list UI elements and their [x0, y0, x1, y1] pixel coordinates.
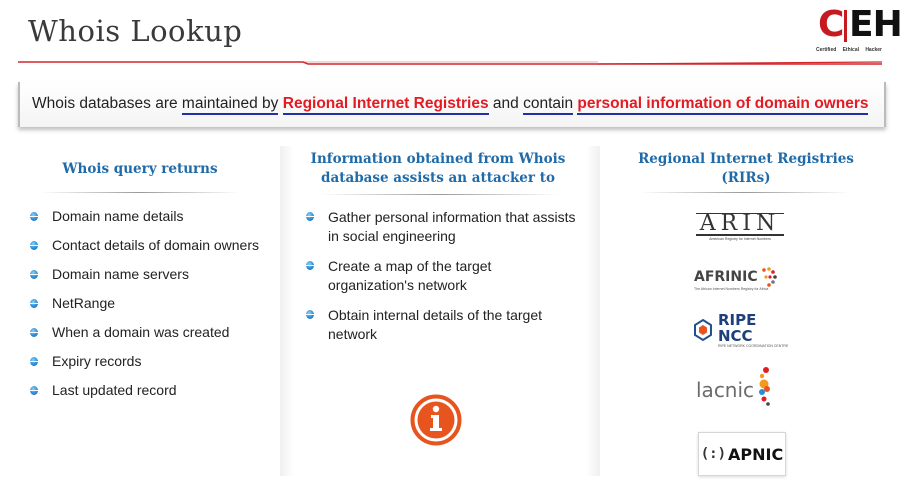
- ripe-hexagon-icon: [693, 318, 712, 342]
- list-item-text: Expiry records: [52, 353, 142, 369]
- lacnic-dots-icon: [759, 367, 771, 406]
- logo-letter-c: C: [818, 4, 845, 45]
- list-item: Gather personal information that assists…: [304, 208, 594, 246]
- arin-wordmark: ARIN: [695, 213, 785, 236]
- header-divider: [18, 61, 882, 65]
- logo-sub-2: Ethical: [842, 47, 859, 53]
- ripe-tagline: RIPE NETWORK COORDINATION CENTRE: [717, 344, 789, 348]
- column-separator-left: [280, 146, 294, 476]
- logo-bar: [844, 10, 847, 42]
- logo-sub-1: Certified: [816, 47, 837, 53]
- summary-part: Whois databases are: [32, 95, 182, 112]
- apnic-wordmark: APNIC: [728, 444, 784, 464]
- bullet-icon: [30, 299, 38, 308]
- bullet-icon: [30, 357, 38, 366]
- list-item: Contact details of domain owners: [28, 237, 278, 253]
- bullet-icon: [306, 310, 314, 319]
- list-item: Domain name details: [28, 208, 278, 224]
- logo-letters-eh: EH: [849, 4, 900, 45]
- logo-sub-3: Hacker: [865, 47, 882, 53]
- middle-heading-line-2: database assists an attacker to: [321, 170, 555, 186]
- list-item-text: network: [328, 326, 378, 342]
- middle-column-heading: Information obtained from Whois database…: [298, 150, 578, 188]
- list-item-text: Gather personal information that assists: [328, 209, 576, 225]
- list-item-text: Domain name details: [52, 208, 184, 224]
- ceh-logo: C EH Certified Ethical Hacker: [816, 4, 900, 58]
- ripe-wordmark: RIPE NCC: [717, 311, 757, 345]
- middle-heading-divider: [320, 194, 560, 195]
- right-column-heading: Regional Internet Registries (RIRs): [606, 150, 886, 188]
- highlight-rir: Regional Internet Registries: [282, 95, 489, 115]
- list-item: When a domain was created: [28, 324, 278, 340]
- bullet-icon: [30, 270, 38, 279]
- list-item-text: Last updated record: [52, 382, 177, 398]
- lacnic-wordmark: lacnic: [696, 378, 755, 402]
- arin-tagline: American Registry for Internet Numbers: [709, 237, 771, 241]
- list-item-text: Obtain internal details of the target: [328, 307, 543, 323]
- apnic-logo: (:) APNIC: [698, 432, 786, 476]
- list-item: Create a map of the target organization's…: [304, 257, 594, 295]
- list-item-text: Contact details of domain owners: [52, 237, 259, 253]
- info-icon: [410, 394, 462, 446]
- list-item-text: When a domain was created: [52, 324, 230, 340]
- summary-banner: Whois databases are maintained by Region…: [18, 82, 886, 127]
- right-heading-line-1: Regional Internet Registries: [638, 151, 854, 167]
- afrinic-tagline: The African Internet Numbers Registry fo…: [694, 287, 769, 291]
- afrinic-wordmark: AFRINIC: [694, 269, 758, 285]
- whois-returns-list: Domain name details Contact details of d…: [28, 208, 278, 398]
- column-separator-right: [586, 146, 600, 476]
- list-item: NetRange: [28, 295, 278, 311]
- bullet-icon: [306, 261, 314, 270]
- bullet-icon: [306, 212, 314, 221]
- apnic-mark-icon: (:): [700, 446, 727, 462]
- page-title: Whois Lookup: [28, 14, 243, 48]
- list-item-text: NetRange: [52, 295, 116, 311]
- bullet-icon: [30, 212, 38, 221]
- arin-logo: ARIN American Registry for Internet Numb…: [688, 208, 792, 246]
- bullet-icon: [30, 241, 38, 250]
- left-column-heading: Whois query returns: [62, 161, 218, 177]
- list-item: Last updated record: [28, 382, 278, 398]
- list-item-text: Domain name servers: [52, 266, 189, 282]
- summary-part: and: [488, 95, 524, 112]
- lacnic-logo: lacnic: [696, 362, 792, 412]
- list-item: Expiry records: [28, 353, 278, 369]
- left-heading-divider: [40, 192, 240, 193]
- underlined-phrase: maintained by: [181, 95, 279, 115]
- list-item-text: Create a map of the target: [328, 258, 492, 274]
- bullet-icon: [30, 386, 38, 395]
- list-item: Obtain internal details of the target net…: [304, 306, 594, 344]
- middle-heading-line-1: Information obtained from Whois: [310, 151, 566, 167]
- highlight-personal-info: personal information of domain owners: [577, 95, 869, 115]
- list-item-text: in social engineering: [328, 228, 456, 244]
- list-item: Domain name servers: [28, 266, 278, 282]
- bullet-icon: [30, 328, 38, 337]
- attacker-benefits-list: Gather personal information that assists…: [304, 208, 594, 344]
- ripe-ncc-logo: RIPE NCC RIPE NETWORK COORDINATION CENTR…: [692, 311, 796, 348]
- right-heading-divider: [640, 192, 850, 193]
- summary-text: Whois databases are maintained by Region…: [32, 95, 869, 115]
- afrinic-dots-icon: [761, 267, 777, 287]
- afrinic-logo: AFRINIC The African Internet Numbers Reg…: [694, 262, 794, 296]
- underlined-phrase: contain: [523, 95, 574, 115]
- list-item-text: organization's network: [328, 277, 467, 293]
- right-heading-line-2: (RIRs): [721, 170, 771, 186]
